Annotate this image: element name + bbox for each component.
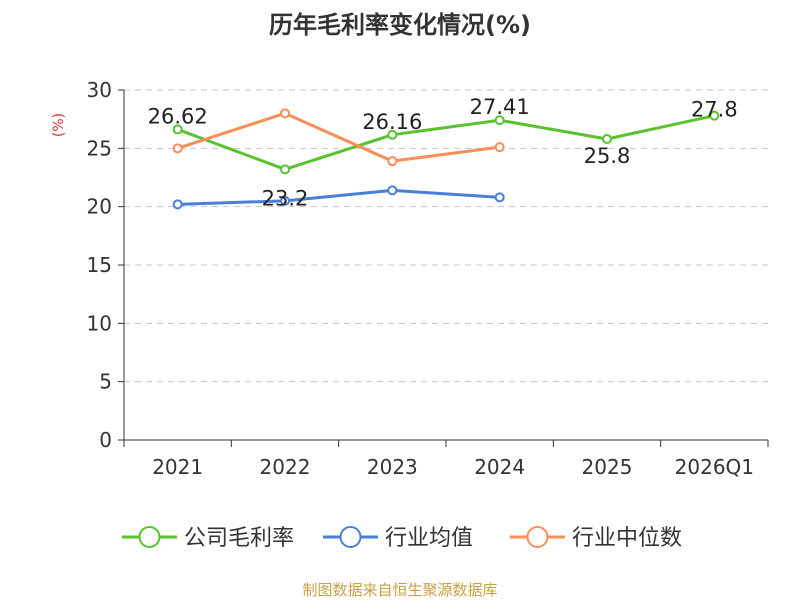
x-tick-label: 2022: [260, 455, 311, 479]
legend: 公司毛利率 行业均值 行业中位数: [122, 526, 682, 551]
data-point: [280, 108, 290, 119]
series-layer: [172, 108, 720, 210]
y-tick-label: 20: [87, 195, 112, 219]
data-point: [602, 134, 612, 144]
data-label: 23.2: [262, 186, 309, 210]
series-0: [172, 110, 720, 175]
series-line: [177, 111, 500, 163]
legend-marker: [526, 526, 549, 548]
data-point: [172, 124, 183, 135]
data-label-layer: 26.62 23.2 26.16 27.41 25.8 27.8: [148, 95, 738, 210]
legend-item: 行业中位数: [510, 526, 682, 551]
data-point: [709, 110, 720, 121]
data-point: [387, 156, 398, 167]
y-tick-label: 30: [87, 78, 112, 102]
y-tick-label: 15: [87, 253, 112, 277]
legend-marker: [339, 526, 362, 548]
data-label: 27.41: [470, 95, 530, 119]
x-tick-label: 2024: [474, 455, 525, 479]
data-label: 26.62: [148, 104, 208, 128]
legend-label: 行业均值: [385, 526, 473, 551]
series-line: [177, 114, 715, 171]
y-tick-label: 0: [99, 428, 112, 452]
grid-layer: [124, 89, 768, 383]
x-tick-label: 2023: [367, 455, 418, 479]
data-label: 25.8: [584, 144, 631, 168]
y-tick-label: 25: [87, 136, 112, 160]
data-point: [280, 195, 290, 206]
legend-marker: [138, 526, 161, 548]
data-point: [494, 115, 505, 126]
data-point: [280, 164, 290, 175]
y-tick-label: 5: [99, 370, 112, 394]
x-tick-label: 2025: [582, 455, 633, 479]
data-point: [494, 192, 505, 203]
data-point: [172, 143, 183, 154]
y-axis-label: (%): [51, 113, 67, 137]
series-2: [172, 108, 505, 167]
x-tick-label: 2021: [152, 455, 203, 479]
series-line: [177, 188, 500, 206]
x-tick-label: 2026Q1: [675, 455, 754, 479]
data-point: [387, 185, 398, 196]
legend-label: 行业中位数: [572, 526, 682, 551]
chart-title: 历年毛利率变化情况(%): [269, 11, 531, 39]
data-point: [172, 199, 183, 210]
source-note: 制图数据来自恒生聚源数据库: [302, 581, 497, 599]
data-point: [494, 142, 505, 153]
y-tick-label: 10: [87, 311, 112, 335]
data-label: 26.16: [362, 110, 422, 134]
data-label: 27.8: [691, 98, 738, 122]
data-point: [387, 129, 398, 140]
legend-item: 公司毛利率: [122, 526, 294, 551]
series-1: [172, 185, 505, 210]
legend-item: 行业均值: [323, 526, 473, 551]
legend-label: 公司毛利率: [184, 526, 294, 551]
